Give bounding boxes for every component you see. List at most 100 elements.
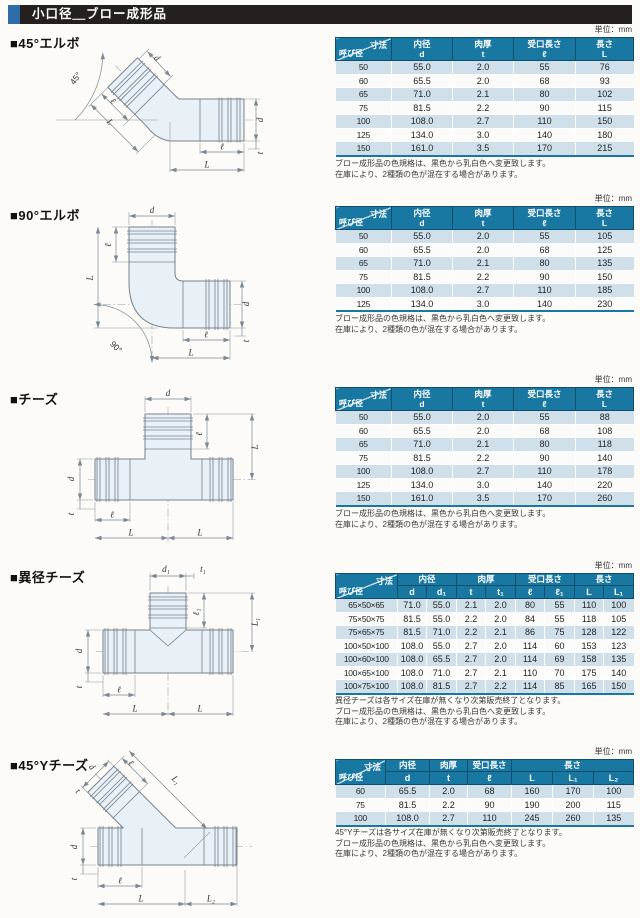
value-cell: 2.0 [429,784,468,799]
value-cell: 55.0 [425,612,457,626]
column-sub-header: t [456,585,487,599]
size-cell: 65 [335,87,392,102]
value-cell: 3.0 [452,478,514,492]
column-sub-header: L₂ [592,771,635,785]
size-cell: 75 [335,101,392,115]
value-cell: 215 [575,141,634,157]
value-cell: 80 [513,437,576,452]
value-cell: 68 [467,784,512,799]
dim-label-t: t [241,339,251,342]
table-row: 150 161.0 3.5 170 260 [335,491,634,507]
column-group-header: 受口長さ [515,573,576,586]
value-cell: 80 [513,256,576,271]
dim-label-t1: t₁ [200,564,206,574]
dim-label-ell1: ℓ₁ [191,609,201,616]
size-cell: 100×65×100 [335,666,398,680]
note-line: 在庫により、2種類の色が混在する場合があります。 [335,519,523,529]
value-cell: 135 [603,652,634,667]
table-row: 60 65.5 2.0 68 125 [335,243,634,257]
dim-label-ell: ℓ [204,330,208,340]
value-cell: 2.1 [452,437,514,452]
spec-table-90-elbow: 寸法 呼び径 内径 d 肉厚 t 受口長さ ℓ 長さ L 50 55.0 2.0 55 105 60 65.5 2… [335,206,634,312]
value-cell: 260 [552,811,594,827]
dim-label-L1: L₁ [169,773,183,787]
dim-corner-header: 寸法 呼び径 [335,206,392,230]
value-cell: 134.0 [391,128,453,142]
value-cell: 110 [515,666,545,680]
column-header: 肉厚 t [452,387,514,411]
column-sub-header: d₁ [425,585,458,599]
dim-corner-header: 寸法 呼び径 [335,573,398,599]
dim-label-d: d [150,205,155,215]
value-cell: 2.1 [452,87,514,102]
value-cell: 55 [513,229,576,244]
value-cell: 71.0 [391,437,453,452]
value-cell: 68 [513,74,576,88]
dim-label-angle: 45° [68,70,84,86]
dim-label-t: t [66,512,76,515]
size-cell: 60 [335,784,386,799]
note-line: 在庫により、2種類の色が混在する場合があります。 [335,717,523,726]
table-row: 100 108.0 2.7 110 245 260 135 [335,811,634,827]
column-sub-header: L₁ [552,771,594,785]
value-cell: 2.2 [456,625,486,640]
column-header: 内径 d [391,37,453,61]
table-row: 50 55.0 2.0 55 76 [335,60,634,75]
value-cell: 68 [513,424,576,438]
dim-label-d: d [66,476,76,481]
technical-drawing-45y-tee: d t ℓ L₁ d t ℓ L L₂ [69,750,252,907]
value-cell: 2.7 [456,666,486,680]
title-accent-stripe [8,5,20,24]
column-header: 長さ L [575,387,634,411]
value-cell: 190 [511,798,553,812]
value-cell: 71.0 [425,666,457,680]
value-cell: 158 [574,652,604,667]
value-cell: 135 [592,811,634,827]
value-cell: 2.0 [452,243,514,257]
dim-label-ell: ℓ [103,243,113,247]
value-cell: 3.0 [452,128,514,142]
value-cell: 2.7 [456,679,486,695]
column-sub-header: L [511,771,553,785]
size-cell: 125 [335,478,392,492]
value-cell: 81.5 [391,101,453,115]
value-cell: 110 [513,283,576,298]
dim-label-ell: ℓ [194,432,204,436]
dim-label-ell: ℓ [118,876,122,886]
value-cell: 2.7 [452,283,514,298]
value-cell: 2.7 [429,811,468,827]
value-cell: 93 [575,74,634,88]
value-cell: 71.0 [397,598,427,613]
value-cell: 88 [575,410,634,425]
value-cell: 2.0 [452,410,514,425]
dim-label-L2: L₂ [206,894,215,904]
value-cell: 70 [544,666,575,680]
value-cell: 81.5 [385,798,430,812]
value-cell: 160 [511,784,553,799]
table-row: 75 81.5 2.2 90 140 [335,451,634,465]
table-row: 65×50×65 71.0 55.0 2.1 2.0 80 55 110 100 [335,598,634,613]
note-line: 在庫により、2種類の色が混在する場合があります。 [335,849,523,858]
value-cell: 170 [513,491,576,507]
table-row: 50 55.0 2.0 55 105 [335,229,634,244]
value-cell: 108.0 [397,679,427,695]
column-header: 肉厚 t [452,206,514,230]
size-cell: 75 [335,798,386,812]
column-header: 長さ L [575,37,634,61]
value-cell: 55.0 [391,229,453,244]
value-cell: 90 [513,451,576,465]
table-row: 100×65×100 108.0 71.0 2.7 2.1 110 70 175 140 [335,666,634,680]
value-cell: 178 [575,464,634,479]
table-row: 75×50×75 81.5 55.0 2.2 2.0 84 55 118 105 [335,612,634,626]
table-row: 75 81.5 2.2 90 190 200 115 [335,798,634,812]
value-cell: 71.0 [425,625,457,640]
dim-label-ell: ℓ [220,142,224,152]
value-cell: 108.0 [391,464,453,479]
column-sub-header: d [397,585,427,599]
dim-label-ell: ℓ [108,96,118,106]
value-cell: 3.5 [452,141,514,157]
value-cell: 200 [552,798,594,812]
value-cell: 245 [511,811,553,827]
table-row: 100×60×100 108.0 65.5 2.7 2.0 114 69 158 135 [335,652,634,667]
column-sub-header: t [429,771,468,785]
